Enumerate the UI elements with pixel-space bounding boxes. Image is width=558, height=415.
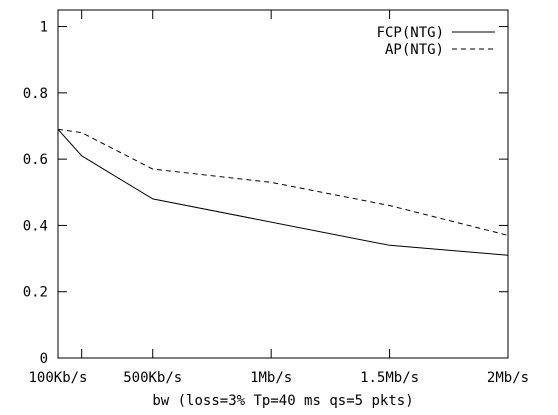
- legend-label: AP(NTG): [385, 42, 444, 58]
- y-tick-label: 0.4: [23, 218, 48, 234]
- x-axis-label: bw (loss=3% Tp=40 ms qs=5 pkts): [152, 393, 413, 409]
- x-tick-label: 2Mb/s: [487, 370, 529, 386]
- x-tick-label: 500Kb/s: [123, 370, 182, 386]
- x-tick-label: 100Kb/s: [28, 370, 87, 386]
- series-layer: [57, 128, 509, 256]
- series-line-ap-ntg: [57, 128, 509, 236]
- y-axis: 0 0.2 0.4 0.6 0.8 1: [23, 20, 508, 367]
- x-axis: 100Kb/s 500Kb/s 1Mb/s 1.5Mb/s 2Mb/s: [28, 10, 529, 386]
- legend: FCP(NTG)AP(NTG): [377, 25, 495, 58]
- y-tick-label: 1: [40, 20, 48, 36]
- plot-frame: [57, 9, 509, 359]
- y-tick-label: 0: [40, 351, 48, 367]
- y-tick-label: 0.2: [23, 285, 48, 301]
- legend-label: FCP(NTG): [377, 25, 444, 41]
- y-tick-label: 0.8: [23, 86, 48, 102]
- x-tick-label: 1.5Mb/s: [360, 370, 419, 386]
- series-line-fcp-ntg: [57, 128, 509, 256]
- x-tick-label: 1Mb/s: [250, 370, 292, 386]
- y-tick-label: 0.6: [23, 152, 48, 168]
